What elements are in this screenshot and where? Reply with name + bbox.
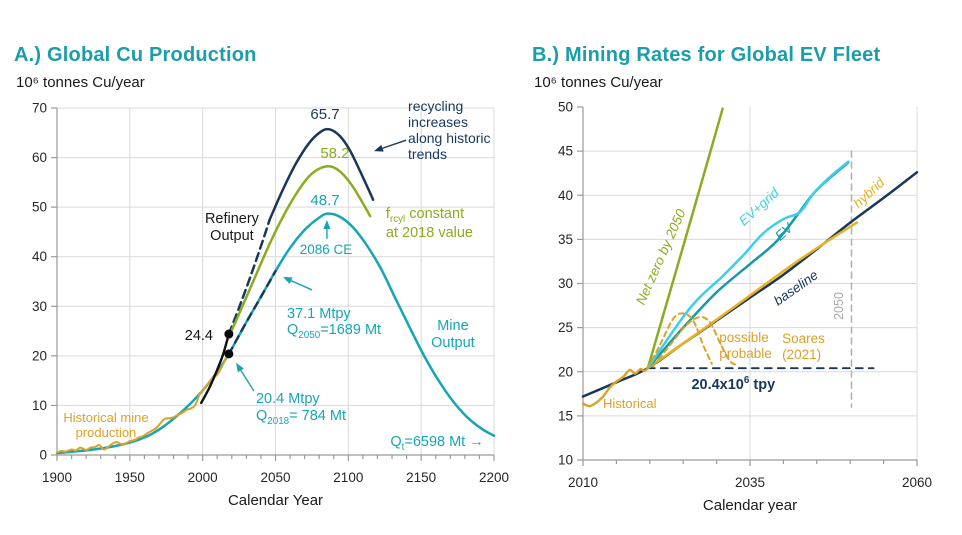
y-tick-label: 15 — [558, 408, 573, 423]
annotation-arrowhead — [282, 277, 293, 284]
series-probable-dashed — [652, 315, 740, 368]
data-point-marker — [224, 329, 234, 339]
series-ev-plus-grid — [646, 160, 850, 370]
annotation-arrowhead — [323, 220, 331, 230]
y-tick-label: 20 — [32, 348, 47, 363]
y-tick-label: 50 — [558, 100, 573, 115]
annotation-arrow — [240, 370, 255, 392]
series-refinery-frcyl-constant — [229, 164, 372, 335]
x-tick-label: 2150 — [406, 470, 436, 485]
y-tick-label: 40 — [558, 188, 573, 203]
y-tick-label: 60 — [32, 150, 47, 165]
annotation-arrow — [290, 280, 313, 291]
x-tick-label: 2200 — [479, 470, 509, 485]
annotation-arrowhead — [373, 144, 384, 152]
x-tick-label: 2010 — [568, 475, 598, 490]
x-axis-title: Calendar Year — [228, 492, 323, 509]
x-tick-label: 2100 — [333, 470, 363, 485]
chart-b-title: B.) Mining Rates for Global EV Fleet — [532, 44, 881, 66]
series-historical-mine — [56, 352, 230, 454]
series-possible-dashed — [646, 312, 713, 370]
series-refinery-projection-dashed — [227, 218, 271, 336]
series-mine-projection-dashed — [227, 269, 277, 356]
y-tick-label: 35 — [558, 232, 573, 247]
y-tick-label: 45 — [558, 144, 573, 159]
data-point-marker — [224, 349, 234, 359]
series-refinery-output-recycling — [268, 127, 375, 221]
x-tick-label: 1900 — [42, 470, 72, 485]
y-tick-label: 25 — [558, 320, 573, 335]
y-tick-label: 40 — [32, 249, 47, 264]
x-tick-label: 2035 — [735, 475, 765, 490]
series-historical — [581, 367, 649, 408]
x-tick-label: 2050 — [260, 470, 290, 485]
series-refinery-historical — [200, 332, 231, 405]
annotation-arrowhead — [236, 362, 244, 373]
chart-b-units-label: 10⁶ tonnes Cu/year — [534, 74, 663, 91]
y-tick-label: 0 — [39, 448, 47, 463]
x-tick-label: 2060 — [902, 475, 932, 490]
y-tick-label: 10 — [558, 453, 573, 468]
y-tick-label: 30 — [558, 276, 573, 291]
annotation-arrow — [382, 139, 407, 149]
x-tick-label: 1950 — [115, 470, 145, 485]
series-mine-output — [55, 212, 496, 455]
y-tick-label: 10 — [32, 398, 47, 413]
chart-a-title: A.) Global Cu Production — [14, 44, 257, 66]
y-tick-label: 30 — [32, 299, 47, 314]
y-tick-label: 20 — [558, 364, 573, 379]
series-baseline — [581, 171, 919, 398]
series-hybrid — [646, 221, 859, 370]
x-tick-label: 2000 — [188, 470, 218, 485]
y-tick-label: 70 — [32, 101, 47, 116]
series-net-zero-by-2050 — [646, 107, 724, 370]
chart-a-units-label: 10⁶ tonnes Cu/year — [16, 74, 145, 91]
x-axis-title: Calendar year — [703, 497, 797, 514]
y-tick-label: 50 — [32, 200, 47, 215]
